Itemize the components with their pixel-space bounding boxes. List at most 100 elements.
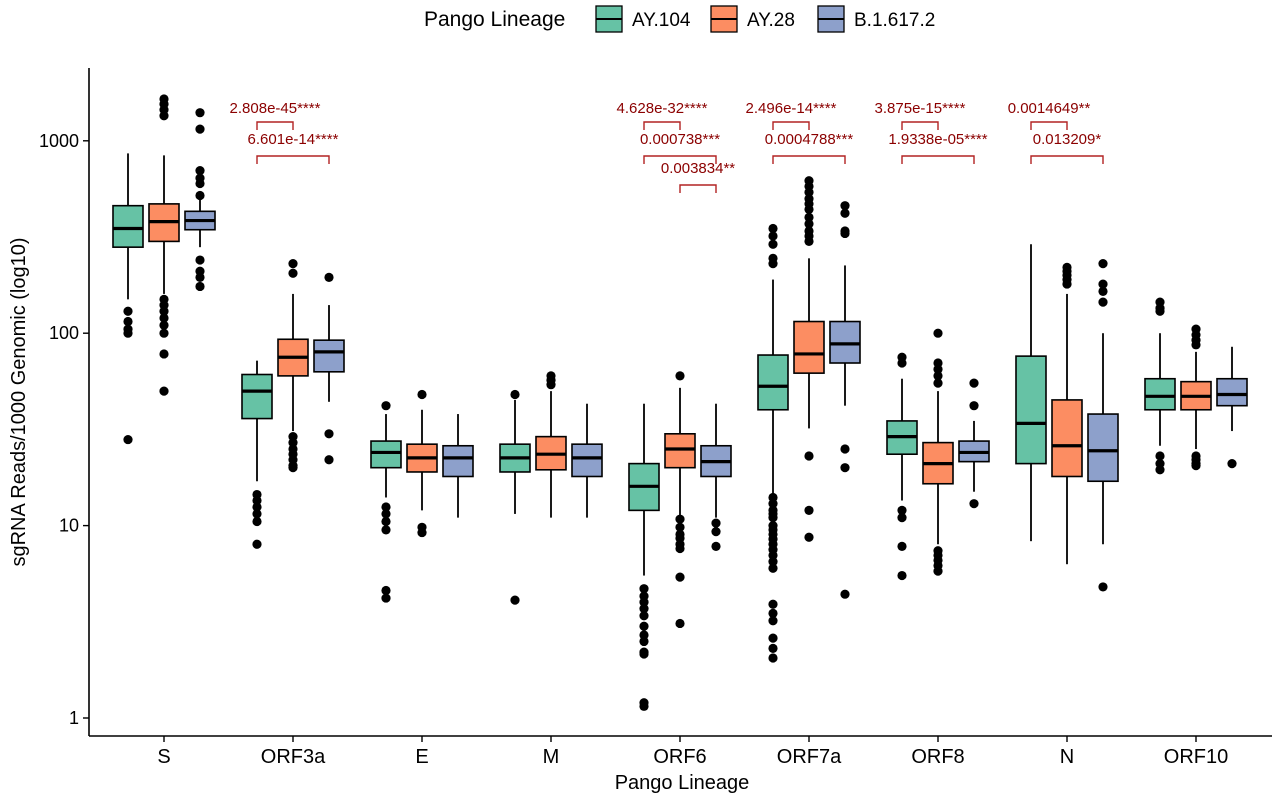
- bracket-label: 1.9338e-05****: [888, 131, 987, 148]
- axes: sgRNA Reads/1000 Genomic (log10) Pango L…: [8, 68, 1272, 794]
- outlier-point: [969, 378, 979, 388]
- outlier-point: [195, 272, 205, 282]
- x-tick-label: ORF3a: [261, 746, 326, 768]
- outlier-point: [897, 358, 907, 368]
- box-group: [628, 403, 660, 711]
- x-tick-label: M: [543, 746, 560, 768]
- outlier-point: [1098, 279, 1108, 289]
- box: [664, 433, 696, 469]
- x-tick-label: E: [415, 746, 428, 768]
- outlier-point: [897, 513, 907, 523]
- bracket-line: [643, 155, 717, 164]
- outlier-point: [804, 451, 814, 461]
- outlier-point: [252, 502, 262, 512]
- outlier-point: [123, 328, 133, 338]
- outlier-point: [639, 649, 649, 659]
- outlier-point: [381, 585, 391, 596]
- outlier-point: [381, 593, 391, 603]
- outlier-point: [768, 653, 778, 663]
- outlier-point: [639, 621, 649, 631]
- legend: Pango Lineage AY.104 AY.28 B.1.617.2: [424, 5, 935, 33]
- x-tick-label: ORF10: [1164, 746, 1228, 768]
- outlier-point: [324, 272, 334, 282]
- outlier-point: [804, 187, 814, 197]
- outlier-point: [159, 386, 169, 396]
- box-group: [571, 403, 603, 518]
- outlier-point: [381, 516, 391, 527]
- outlier-point: [768, 563, 778, 573]
- outlier-point: [252, 495, 262, 506]
- outlier-point: [675, 514, 685, 524]
- outlier-point: [840, 208, 850, 218]
- bracket-label: 0.003834**: [661, 160, 735, 177]
- box-group: [313, 272, 345, 465]
- legend-label: AY.28: [747, 10, 795, 31]
- box-group: [757, 223, 789, 663]
- bracket-label: 0.000738***: [640, 131, 720, 148]
- x-tick-label: ORF8: [911, 746, 964, 768]
- outlier-point: [1155, 306, 1165, 316]
- bracket-label: 2.808e-45****: [230, 100, 321, 117]
- outlier-point: [123, 316, 133, 327]
- bracket-label: 2.496e-14****: [746, 100, 837, 117]
- legend-label: AY.104: [632, 10, 691, 31]
- outlier-point: [123, 306, 133, 316]
- box-group: [886, 352, 918, 581]
- significance-bracket: 0.0004788***: [765, 131, 853, 164]
- outlier-point: [711, 518, 721, 528]
- outlier-point: [768, 616, 778, 626]
- outlier-point: [546, 380, 556, 390]
- significance-bracket: 0.013209*: [1030, 131, 1104, 164]
- outlier-point: [417, 389, 427, 400]
- outlier-point: [897, 570, 907, 581]
- legend-label: B.1.617.2: [854, 10, 935, 31]
- outlier-point: [933, 328, 943, 338]
- outlier-point: [675, 618, 685, 629]
- outlier-point: [417, 527, 427, 538]
- significance-bracket: 0.000738***: [640, 131, 720, 164]
- outlier-point: [510, 389, 520, 400]
- outlier-point: [768, 499, 778, 509]
- outlier-point: [639, 597, 649, 607]
- box: [793, 320, 825, 374]
- outlier-point: [381, 525, 391, 535]
- outlier-point: [1227, 459, 1237, 469]
- y-axis-title: sgRNA Reads/1000 Genomic (log10): [8, 237, 30, 566]
- outlier-point: [768, 231, 778, 241]
- box: [313, 339, 345, 373]
- outlier-point: [969, 401, 979, 411]
- significance-bracket: 2.808e-45****: [230, 100, 321, 130]
- outlier-point: [159, 320, 169, 330]
- box-group: [1015, 244, 1047, 542]
- box-group: [148, 94, 180, 396]
- outlier-point: [381, 509, 391, 519]
- outlier-point: [1191, 340, 1201, 350]
- outlier-point: [768, 608, 778, 618]
- outlier-point: [381, 502, 391, 512]
- outlier-point: [804, 212, 814, 222]
- outlier-point: [252, 509, 262, 519]
- outlier-point: [969, 499, 979, 509]
- box: [442, 444, 474, 478]
- y-tick-label: 1: [69, 708, 79, 728]
- bracket-line: [772, 155, 846, 164]
- outlier-point: [711, 541, 721, 551]
- box-group: [1180, 324, 1212, 471]
- outlier-point: [324, 429, 334, 439]
- box: [1144, 377, 1176, 411]
- box: [112, 204, 144, 248]
- outlier-point: [768, 633, 778, 643]
- outlier-point: [288, 268, 298, 278]
- outlier-point: [768, 513, 778, 523]
- outlier-point: [840, 444, 850, 454]
- bracket-line: [256, 155, 330, 164]
- y-tick-label: 100: [49, 323, 79, 343]
- outlier-point: [639, 630, 649, 640]
- outlier-point: [933, 371, 943, 381]
- outlier-point: [159, 328, 169, 338]
- outlier-point: [840, 463, 850, 473]
- box-group: [1087, 259, 1119, 592]
- significance-annotations: 2.808e-45**** 6.601e-14**** 4.628e-32**** 0…: [230, 100, 1104, 193]
- bracket-label: 0.013209*: [1033, 131, 1102, 148]
